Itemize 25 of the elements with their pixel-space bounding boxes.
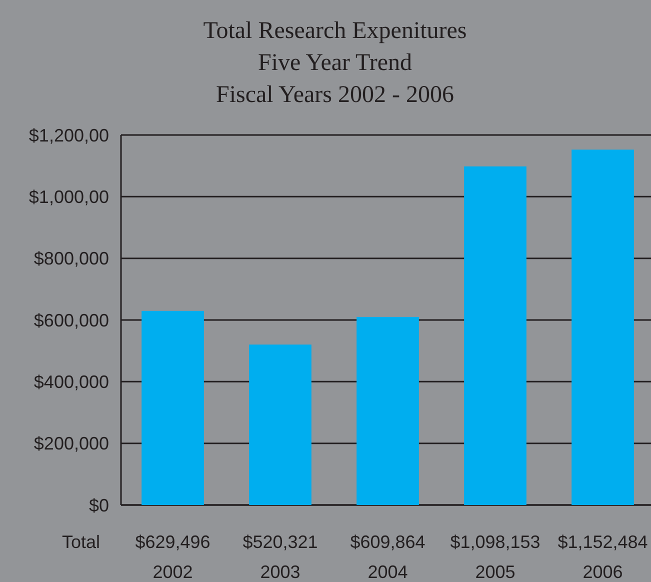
data-label: $609,864 (350, 532, 426, 552)
text: Total (62, 532, 100, 552)
bar (572, 150, 634, 505)
bar (356, 316, 419, 505)
bar (464, 166, 526, 505)
y-tick-label: $1,200,00 (28, 125, 109, 146)
x-tick-label: 2002 (152, 562, 193, 582)
data-label: $1,152,484 (558, 532, 648, 552)
data-label: $629,496 (135, 532, 210, 552)
chart-title: Total Research Expenitures (203, 18, 467, 44)
x-tick-label: 2005 (475, 562, 516, 582)
x-tick-label: 2006 (582, 562, 623, 582)
y-tick-label: $400,000 (34, 372, 109, 392)
y-tick-label: $0 (88, 495, 109, 516)
y-tick-label: $800,000 (34, 248, 109, 269)
x-tick-label: 2003 (260, 562, 300, 582)
data-label: $1,098,153 (450, 532, 540, 552)
chart-subtitle: Five Year Trend Fiscal Years 2002 - 2006 (216, 50, 454, 108)
y-tick-label: $200,000 (34, 434, 109, 454)
y-tick-label: $600,000 (34, 310, 109, 330)
x-tick-label: 2004 (368, 562, 408, 582)
bar (142, 310, 204, 505)
data-label: $520,321 (242, 532, 318, 552)
y-tick-label: $1,000,00 (28, 186, 109, 207)
bar (249, 344, 312, 505)
